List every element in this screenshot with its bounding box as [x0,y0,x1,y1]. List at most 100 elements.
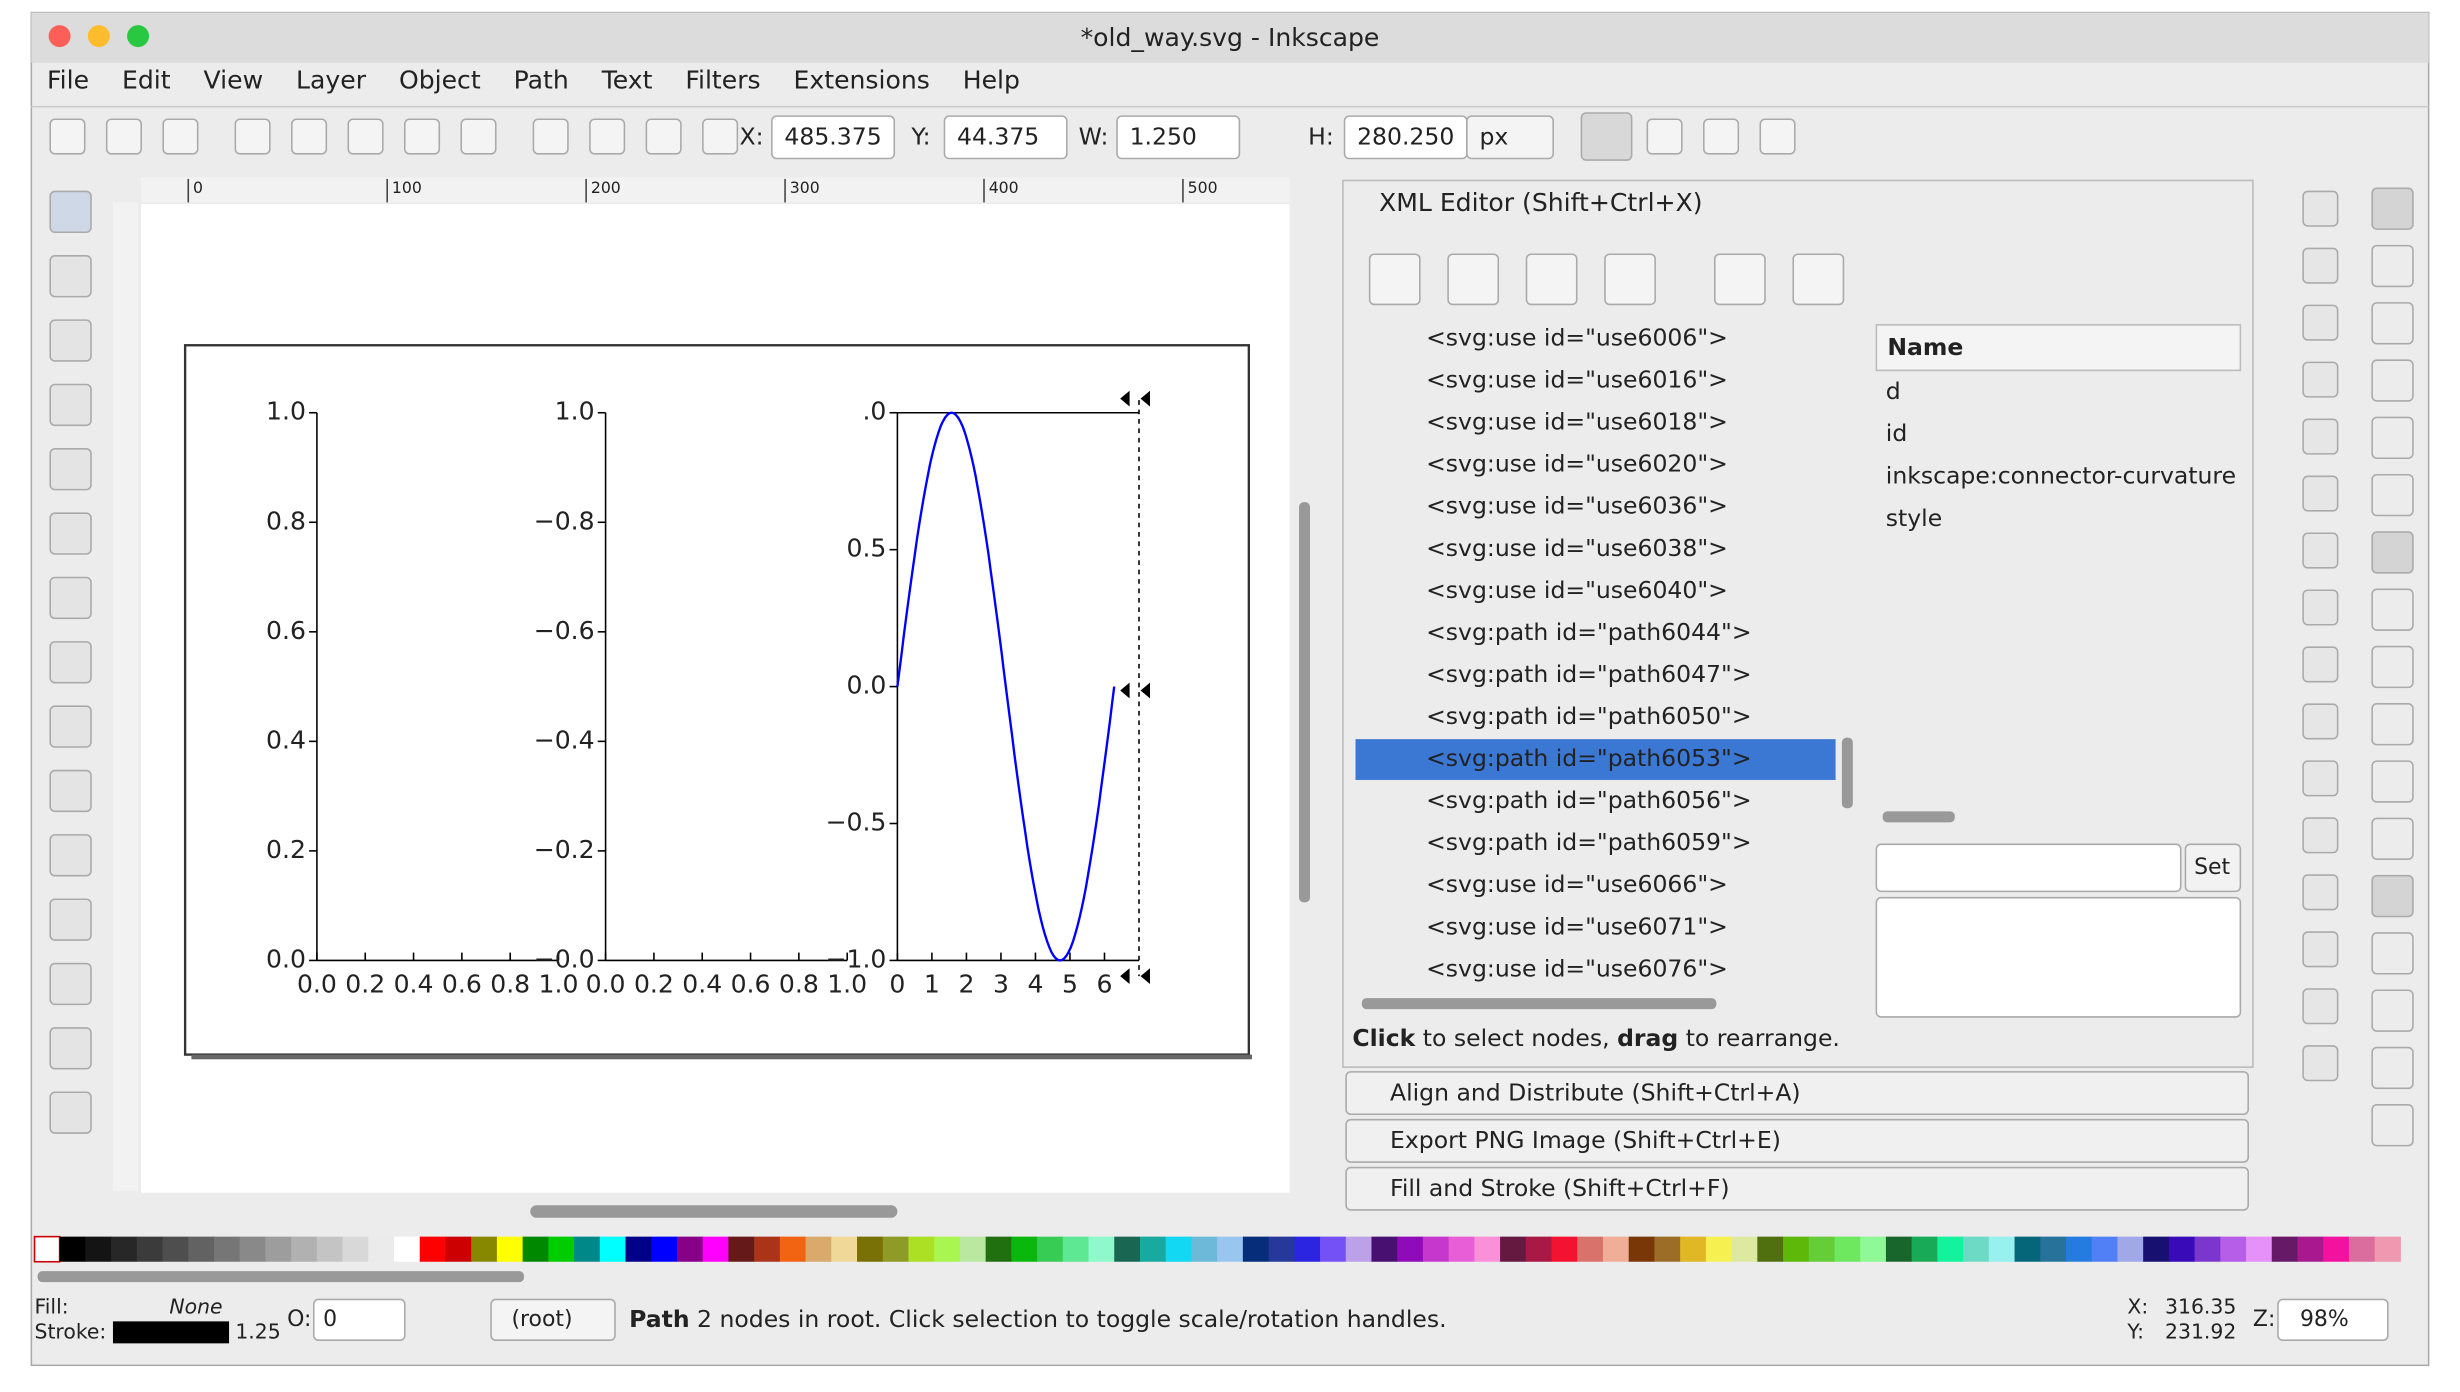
attr-name[interactable]: inkscape:connector-curvature [1886,462,2236,490]
snap-icon[interactable] [2371,645,2414,689]
tool-button[interactable] [532,118,569,155]
color-swatch[interactable] [1191,1236,1218,1262]
tool-icon[interactable] [49,898,92,941]
layer-select[interactable] [490,1298,616,1341]
attr-value-entry[interactable] [1875,843,2182,893]
color-swatch[interactable] [1628,1236,1655,1262]
color-swatch[interactable] [1500,1236,1527,1262]
tool-button[interactable] [234,118,271,155]
color-swatch[interactable] [1551,1236,1578,1262]
color-swatch[interactable] [1911,1236,1938,1262]
xml-node[interactable]: <svg:use id="use6071"> [1426,912,1728,940]
color-swatch[interactable] [1963,1236,1990,1262]
color-swatch[interactable] [419,1236,446,1262]
snap-button[interactable] [1646,118,1683,155]
color-swatch[interactable] [676,1236,704,1262]
field-value[interactable]: 44.375 [957,123,1039,151]
tool-button[interactable] [589,118,626,155]
snap-icon[interactable] [2371,588,2414,631]
menu-item[interactable]: Object [399,66,481,95]
scale-handle[interactable] [1120,682,1130,699]
tool-icon[interactable] [49,512,92,555]
tool-icon[interactable] [49,383,92,427]
color-swatch[interactable] [1294,1236,1321,1262]
color-swatch[interactable] [1783,1236,1810,1262]
scrollbar-h[interactable] [530,1205,898,1218]
scale-handle[interactable] [1140,682,1150,699]
command-icon[interactable] [2302,760,2339,797]
dock-title[interactable]: Export PNG Image (Shift+Ctrl+E) [1390,1126,1781,1154]
dock-header[interactable] [1345,1118,2249,1163]
tool-icon[interactable] [49,705,92,748]
color-swatch[interactable] [1114,1236,1141,1262]
opacity-field[interactable] [312,1298,406,1341]
color-swatch[interactable] [496,1236,524,1262]
color-swatch[interactable] [1577,1236,1604,1262]
snap-button[interactable] [1759,118,1796,155]
color-swatch[interactable] [728,1236,755,1262]
command-icon[interactable] [2302,817,2339,854]
color-swatch[interactable] [754,1236,781,1262]
color-swatch[interactable] [2194,1236,2221,1262]
xml-tool-button[interactable] [1525,253,1578,306]
tool-icon[interactable] [49,834,92,877]
set-button[interactable] [2184,843,2242,893]
xml-node[interactable]: <svg:use id="use6018"> [1426,408,1728,436]
scrollbar-v[interactable] [1299,502,1311,903]
menu-item[interactable]: Text [601,66,653,95]
xml-tool-button[interactable] [1447,253,1500,306]
tool-button[interactable] [403,118,441,155]
tool-icon[interactable] [49,255,92,298]
color-swatch[interactable] [471,1236,498,1262]
color-swatch[interactable] [2374,1236,2401,1262]
xml-node[interactable]: <svg:use id="use6076"> [1426,954,1728,982]
color-swatch[interactable] [1139,1236,1167,1262]
color-swatch[interactable] [2220,1236,2247,1262]
color-swatch[interactable] [1474,1236,1501,1262]
color-swatch[interactable] [2323,1236,2350,1262]
tree-scroll[interactable] [1841,737,1853,809]
color-swatch[interactable] [316,1236,344,1262]
snap-icon[interactable] [2371,359,2414,402]
tool-icon[interactable] [49,1091,92,1134]
attr-hscroll[interactable] [1882,811,1955,823]
command-icon[interactable] [2302,475,2339,512]
zoom-button[interactable] [127,25,150,48]
color-swatch[interactable] [1165,1236,1192,1262]
attr-name[interactable]: d [1886,377,1901,405]
menu-item[interactable]: Filters [685,66,760,95]
color-swatch[interactable] [394,1236,421,1262]
snap-icon[interactable] [2371,874,2414,918]
menu-item[interactable]: Edit [122,66,171,95]
xml-tool-button[interactable] [1368,253,1421,306]
menu-item[interactable]: Extensions [794,66,930,95]
color-swatch[interactable] [1757,1236,1784,1262]
xml-node[interactable]: <svg:use id="use6066"> [1426,870,1728,898]
color-swatch[interactable] [1885,1236,1913,1262]
tool-button[interactable] [291,118,328,155]
scale-handle[interactable] [1120,390,1130,407]
xml-node[interactable]: <svg:path id="path6059"> [1426,828,1751,856]
tool-icon[interactable] [49,190,92,234]
field-value[interactable]: 1.250 [1130,123,1197,151]
color-swatch[interactable] [651,1236,678,1262]
xml-node[interactable]: <svg:use id="use6040"> [1426,576,1728,604]
tool-button[interactable] [460,118,497,155]
color-swatch[interactable] [1448,1236,1475,1262]
unit-select[interactable] [1466,115,1554,160]
command-icon[interactable] [2302,361,2339,398]
color-swatch[interactable] [1937,1236,1964,1262]
snap-icon[interactable] [2371,244,2414,288]
attr-name[interactable]: id [1886,419,1907,447]
color-swatch[interactable] [882,1236,909,1262]
snap-icon[interactable] [2371,760,2414,803]
xml-node[interactable]: <svg:use id="use6020"> [1426,450,1728,478]
snap-icon[interactable] [2371,531,2414,574]
color-swatch[interactable] [1345,1236,1372,1262]
color-swatch[interactable] [1062,1236,1089,1262]
color-swatch[interactable] [831,1236,858,1262]
color-swatch[interactable] [1525,1236,1553,1262]
color-swatch[interactable] [1680,1236,1707,1262]
color-swatch[interactable] [1602,1236,1630,1262]
scale-handle[interactable] [1140,390,1150,407]
